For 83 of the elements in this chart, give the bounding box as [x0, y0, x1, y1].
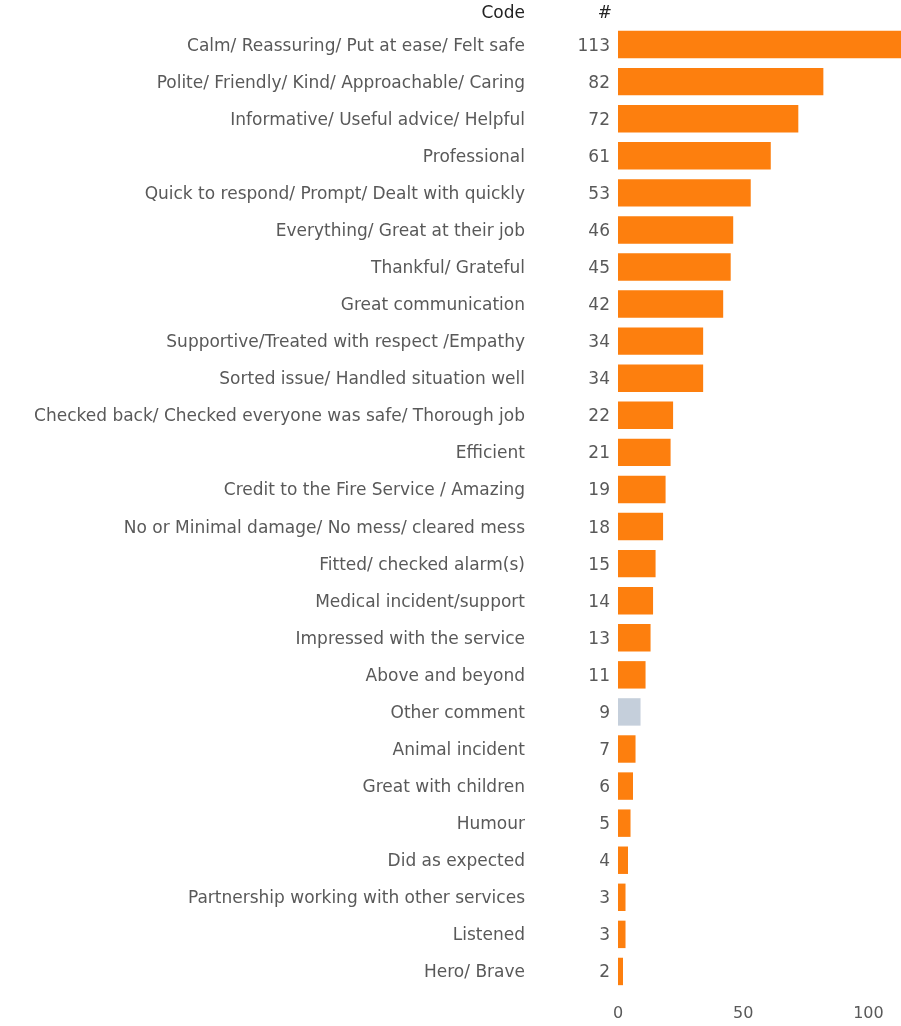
y-tick-label: Other comment — [390, 701, 526, 722]
y-tick-label: Listened — [452, 924, 525, 945]
bar — [618, 846, 629, 874]
y-tick-label: Above and beyond — [365, 664, 525, 685]
bar — [618, 512, 664, 541]
y-tick-label: No or Minimal damage/ No mess/ cleared mess — [123, 516, 526, 537]
data-label: 61 — [588, 145, 610, 166]
data-label: 11 — [588, 664, 610, 685]
bar — [618, 142, 771, 170]
y-tick-label: Everything/ Great at their job — [275, 219, 525, 240]
bar — [618, 30, 901, 59]
data-label: 7 — [599, 739, 610, 759]
data-label: 22 — [588, 405, 610, 426]
text: # — [597, 1, 612, 22]
data-label: 13 — [588, 627, 610, 648]
y-tick-label: Efficient — [455, 442, 526, 463]
bar — [618, 735, 636, 763]
data-label: 113 — [577, 34, 610, 55]
data-label: 19 — [588, 479, 610, 500]
y-tick-label: Great communication — [340, 294, 525, 315]
data-label: 6 — [599, 776, 610, 797]
data-label: 42 — [588, 294, 610, 315]
y-tick-label: Medical incident/support — [315, 590, 526, 611]
bar — [618, 364, 704, 392]
data-label: 46 — [588, 219, 610, 240]
data-label: 14 — [588, 590, 610, 611]
bar — [618, 438, 671, 467]
bar — [618, 67, 824, 96]
y-axis-title: Code — [481, 1, 525, 22]
data-label: 72 — [588, 108, 610, 129]
x-tick-label: 100 — [853, 1002, 884, 1022]
y-tick-label: Fitted/ checked alarm(s) — [319, 553, 525, 574]
bar — [618, 290, 724, 318]
y-tick-label: Sorted issue/ Handled situation well — [219, 368, 525, 389]
data-label: 18 — [588, 516, 610, 537]
bar — [618, 475, 666, 504]
y-tick-label: Informative/ Useful advice/ Helpful — [230, 108, 525, 129]
data-label: 34 — [588, 331, 610, 352]
data-label: 15 — [588, 553, 610, 574]
y-tick-label: Great with children — [362, 776, 525, 797]
y-tick-label: Credit to the Fire Service / Amazing — [223, 479, 525, 500]
data-label: 34 — [588, 368, 610, 389]
bar — [618, 920, 626, 949]
y-tick-label: Professional — [422, 145, 525, 166]
y-tick-label: Thankful/ Grateful — [370, 257, 525, 277]
data-label: 21 — [588, 442, 610, 463]
data-label: 3 — [599, 887, 610, 908]
bar — [618, 253, 731, 281]
y-tick-label: Did as expected — [387, 850, 525, 871]
x-tick-label: 0 — [612, 1002, 624, 1022]
bar — [618, 401, 674, 430]
bar — [618, 624, 651, 652]
data-label: 5 — [599, 813, 610, 834]
bar — [618, 104, 799, 133]
data-label: 82 — [588, 71, 610, 92]
bar — [618, 809, 631, 837]
data-label: 45 — [588, 257, 610, 277]
y-tick-label: Checked back/ Checked everyone was safe/ Thorough job — [34, 405, 525, 426]
y-tick-label: Polite/ Friendly/ Kind/ Approachable/ Caring — [156, 71, 525, 92]
y-tick-label: Humour — [456, 813, 525, 834]
data-label: 9 — [599, 701, 610, 722]
data-label: 4 — [599, 850, 610, 871]
data-label: 53 — [588, 182, 610, 203]
y-tick-label: Calm/ Reassuring/ Put at ease/ Felt safe — [187, 34, 525, 55]
data-label: 3 — [599, 924, 610, 945]
bar — [618, 549, 656, 578]
y-tick-label: Quick to respond/ Prompt/ Dealt with quickly — [144, 182, 525, 203]
bar — [618, 661, 646, 689]
y-tick-label: Supportive/Treated with respect /Empathy — [166, 331, 525, 352]
bar — [618, 698, 641, 726]
y-tick-label: Impressed with the service — [295, 627, 525, 648]
bar — [618, 327, 704, 355]
data-label: 2 — [599, 961, 610, 982]
bar — [618, 216, 734, 244]
y-tick-label: Partnership working with other services — [187, 887, 526, 908]
bar — [618, 179, 751, 207]
bar — [618, 883, 626, 912]
bar — [618, 957, 624, 986]
bar — [618, 772, 634, 800]
x-tick-label: 50 — [733, 1002, 754, 1022]
y-tick-label: Hero/ Brave — [424, 961, 525, 982]
bar — [618, 586, 654, 615]
y-tick-label: Animal incident — [392, 739, 526, 759]
